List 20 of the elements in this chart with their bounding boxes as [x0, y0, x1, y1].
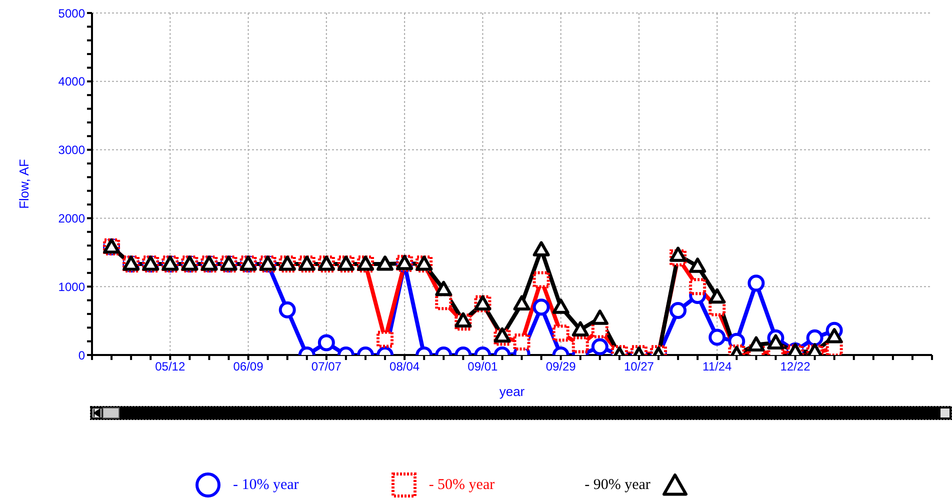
y-tick-label: 0	[78, 348, 86, 362]
x-tick-label: 09/01	[468, 360, 498, 374]
y-tick-label: 1000	[58, 280, 86, 294]
x-tick-label: 05/12	[155, 360, 186, 374]
y-axis-title: Flow, AF	[16, 159, 32, 209]
x-axis-title: year	[499, 384, 526, 399]
x-tick-label: 12/22	[780, 360, 811, 374]
x-tick-label: 11/24	[702, 360, 732, 374]
legend-label: - 10% year	[233, 476, 299, 494]
y-tick-label: 4000	[58, 74, 86, 89]
x-tick-label: 07/07	[311, 360, 342, 374]
text: - 90% year	[584, 476, 650, 494]
y-tick-label: 3000	[58, 143, 86, 158]
x-tick-label: 10/27	[624, 360, 654, 374]
y-tick-label: 2000	[58, 211, 86, 226]
x-tick-label: 09/29	[546, 360, 576, 374]
legend-label: - 50% year	[428, 476, 495, 494]
x-tick-label: 06/09	[233, 360, 264, 374]
x-tick-label: 08/04	[390, 360, 420, 374]
y-tick-label: 5000	[58, 6, 86, 20]
